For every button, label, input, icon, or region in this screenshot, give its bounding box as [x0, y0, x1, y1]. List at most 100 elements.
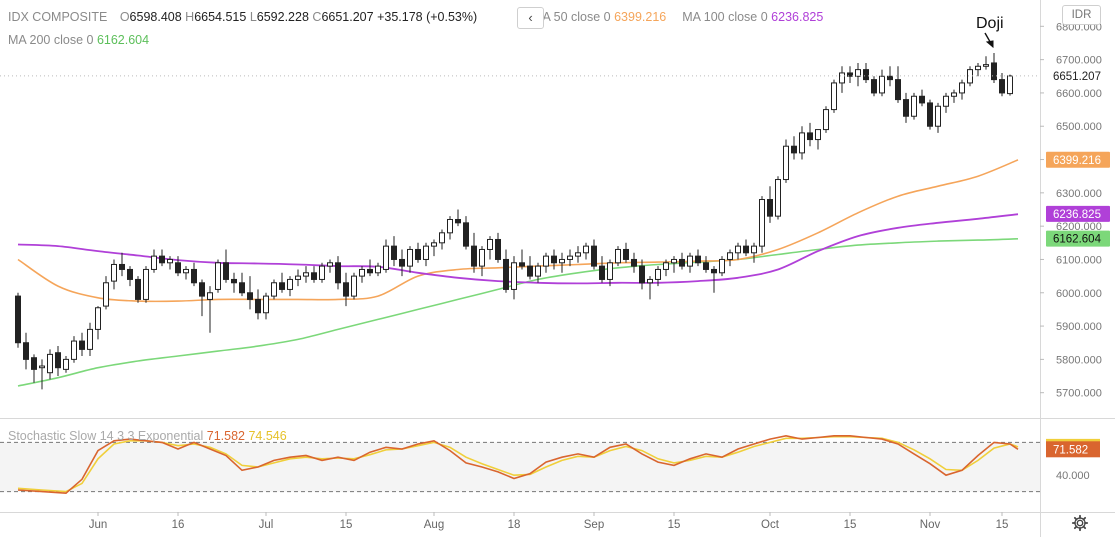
- ma100-line: [17, 213, 1019, 285]
- candle-body: [479, 248, 485, 267]
- time-tick-label: 15: [340, 519, 353, 531]
- candle-body: [583, 245, 589, 254]
- candle-body: [919, 95, 925, 104]
- time-tick-label: 16: [172, 519, 185, 531]
- ma200-line: [17, 238, 1019, 387]
- candle-body: [335, 262, 341, 284]
- candle-body: [495, 238, 501, 260]
- stochastic-d-value: 74.546: [248, 429, 287, 443]
- candle-body: [455, 218, 461, 224]
- stochastic-k-tag: [1046, 441, 1100, 458]
- candle-body: [679, 258, 685, 267]
- ma200-label: MA 200 close 0: [8, 33, 94, 47]
- candle-body: [631, 258, 637, 267]
- candle-body: [375, 265, 381, 274]
- candle-body: [47, 353, 53, 374]
- ma100-label: MA 100 close 0: [682, 10, 768, 24]
- candle-body: [183, 268, 189, 274]
- candle-body: [159, 255, 165, 264]
- last-price-tag-label: 6651.207: [1053, 71, 1101, 83]
- candle-body: [127, 268, 133, 280]
- candle-body: [511, 262, 517, 290]
- candle-body: [151, 255, 157, 270]
- candle-body: [71, 340, 77, 360]
- candle-body: [175, 262, 181, 274]
- ma-price-tag-label: 6236.825: [1053, 209, 1101, 221]
- candle-body: [103, 282, 109, 307]
- candle-body: [79, 340, 85, 350]
- candle-body: [927, 102, 933, 127]
- candle-body: [167, 258, 173, 264]
- price-tick-label: 6100.000: [1056, 254, 1102, 266]
- price-tick-label: 6500.000: [1056, 121, 1102, 133]
- ma-price-tag: [1046, 230, 1110, 247]
- ma200-value: 6162.604: [96, 33, 150, 47]
- price-legend: IDX COMPOSITE O6598.408 H6654.515 L6592.…: [8, 10, 824, 24]
- candle-body: [351, 275, 357, 297]
- candle-body: [751, 245, 757, 254]
- candle-body: [215, 262, 221, 290]
- price-tick-label: 6200.000: [1056, 221, 1102, 233]
- candle-body: [23, 342, 29, 360]
- candle-body: [559, 258, 565, 264]
- time-tick-label: 15: [996, 519, 1009, 531]
- candle-body: [983, 64, 989, 67]
- currency-selector[interactable]: IDR: [1062, 5, 1101, 25]
- ma50-label: MA 50 close 0: [532, 10, 611, 24]
- candle-body: [599, 265, 605, 280]
- candle-body: [943, 95, 949, 107]
- ma50-value: 6399.216: [614, 10, 667, 24]
- collapse-legend-button[interactable]: ‹: [517, 7, 544, 29]
- candle-body: [639, 265, 645, 284]
- last-price-tag: [1046, 67, 1110, 84]
- candle-body: [623, 248, 629, 260]
- ma50-line: [17, 159, 1019, 303]
- candle-body: [327, 262, 333, 267]
- candle-body: [207, 292, 213, 300]
- candle-body: [431, 242, 437, 247]
- ma-price-tag: [1046, 205, 1110, 222]
- time-tick-label: 18: [508, 519, 521, 531]
- gear-icon[interactable]: [1071, 514, 1089, 532]
- candle-body: [295, 275, 301, 280]
- candle-body: [15, 295, 21, 344]
- candle-body: [663, 262, 669, 270]
- candle-body: [223, 262, 229, 280]
- ma-price-tag-label: 6162.604: [1053, 234, 1102, 246]
- candle-body: [63, 358, 69, 370]
- time-tick-label: Nov: [920, 519, 941, 531]
- candle-body: [311, 272, 317, 280]
- time-tick-label: Oct: [761, 519, 780, 531]
- candle-body: [359, 268, 365, 277]
- candle-body: [399, 258, 405, 267]
- candle-body: [799, 132, 805, 154]
- candle-body: [535, 265, 541, 277]
- price-tick-label: 6700.000: [1056, 55, 1102, 67]
- candle-body: [519, 262, 525, 267]
- stochastic-k-value: 71.582: [206, 429, 245, 443]
- candle-body: [239, 282, 245, 294]
- time-tick-label: Sep: [584, 519, 604, 531]
- candle-body: [287, 278, 293, 290]
- candle-body: [791, 145, 797, 154]
- candle-body: [575, 252, 581, 257]
- candle-body: [759, 199, 765, 247]
- candle-body: [135, 278, 141, 300]
- candle-body: [999, 79, 1005, 94]
- time-tick-label: 15: [844, 519, 857, 531]
- candle-body: [255, 298, 261, 314]
- candle-body: [447, 218, 453, 234]
- candle-body: [823, 109, 829, 131]
- candle-body: [87, 328, 93, 350]
- candle-body: [271, 282, 277, 297]
- candle-body: [111, 263, 117, 282]
- candle-body: [319, 265, 325, 280]
- candle-body: [607, 262, 613, 280]
- candle-body: [711, 268, 717, 274]
- candle-body: [775, 179, 781, 217]
- stochastic-k-line: [17, 434, 1019, 495]
- time-tick-label: Aug: [424, 519, 444, 531]
- time-tick-label: 15: [668, 519, 681, 531]
- candle-body: [871, 79, 877, 94]
